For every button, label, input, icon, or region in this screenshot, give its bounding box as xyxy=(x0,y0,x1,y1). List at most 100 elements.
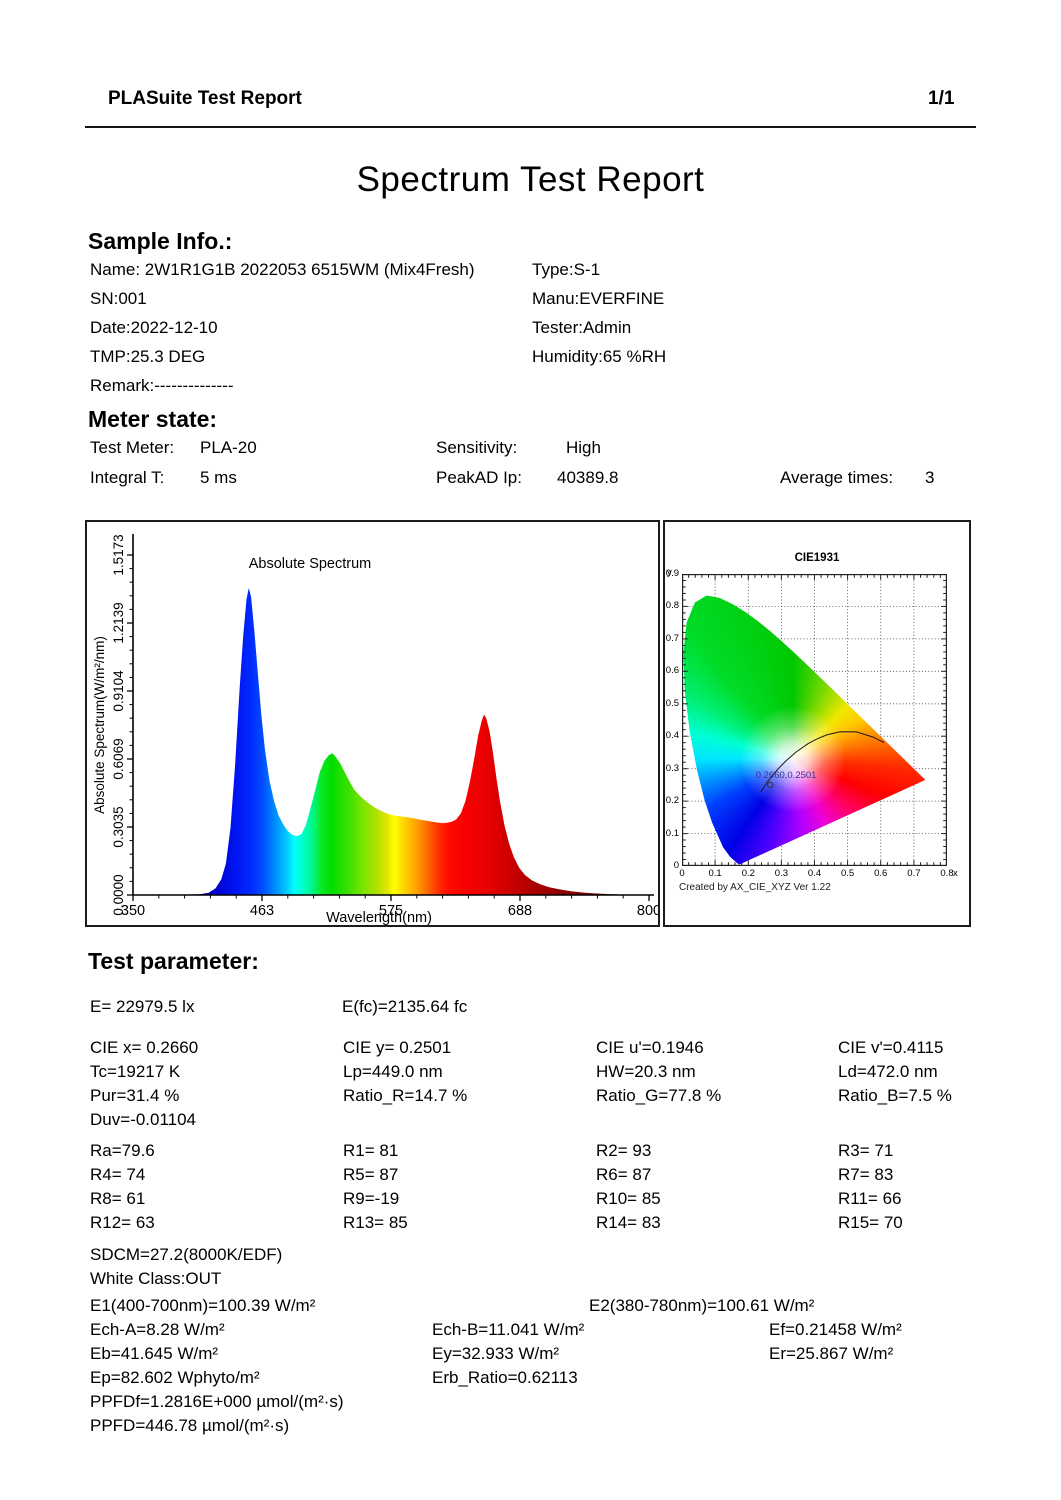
cie-y-tick: 0.9 xyxy=(665,568,679,579)
sample-remark: Remark:-------------- xyxy=(90,376,234,395)
cie-chart-title: CIE1931 xyxy=(794,552,840,564)
peakad-value: 40389.8 xyxy=(557,468,619,487)
param-cell: CIE y= 0.2501 xyxy=(343,1038,452,1057)
cie-x-tick: 0 xyxy=(679,868,685,879)
y-tick-label: 0.9104 xyxy=(111,670,126,712)
cie-y-tick: 0.2 xyxy=(665,795,679,807)
x-axis-title: Wavelength(nm) xyxy=(326,910,432,925)
param-cell: R12= 63 xyxy=(90,1213,155,1232)
param-cell: R9=-19 xyxy=(343,1189,400,1208)
cie-x-tick: 0.8 xyxy=(940,868,954,879)
cie-y-tick: 0.6 xyxy=(665,665,679,677)
test-meter-value: PLA-20 xyxy=(200,438,257,457)
header-title: PLASuite Test Report xyxy=(108,88,302,109)
cie-y-tick: 0.8 xyxy=(665,600,679,612)
x-tick-label: 350 xyxy=(121,903,145,919)
efc-value: E(fc)=2135.64 fc xyxy=(342,997,468,1016)
peakad-label: PeakAD Ip: xyxy=(436,468,522,487)
y-tick-label: 1.5173 xyxy=(111,534,126,575)
sample-humidity: Humidity:65 %RH xyxy=(532,347,667,366)
sample-tester: Tester:Admin xyxy=(532,318,632,337)
param-cell: R8= 61 xyxy=(90,1189,146,1208)
spectrum-plot: Absolute Spectrum 350 463 575 688 800 0.0000 0… xyxy=(92,534,661,926)
cie-x-tick: 0.5 xyxy=(840,868,855,879)
erb-ratio: Erb_Ratio=0.62113 xyxy=(432,1368,578,1387)
absolute-spectrum-chart: Absolute Spectrum 350 463 575 688 800 0.0000 0… xyxy=(85,520,661,927)
planckian-locus xyxy=(760,731,885,793)
y-tick-label: 0.0000 xyxy=(111,874,126,915)
cie-x-tick: 0.6 xyxy=(874,868,888,879)
spectrum-title: Absolute Spectrum xyxy=(249,556,372,572)
sample-name: Name: 2W1R1G1B 2022053 6515WM (Mix4Fresh… xyxy=(90,260,475,279)
e2-value: E2(380-780nm)=100.61 W/m² xyxy=(589,1296,815,1315)
average-times-value: 3 xyxy=(925,468,935,487)
cie1931-chart: CIE1931 0.2660,0.2501 y 0 0.1 0.2 0.3 0.4 0.5 0… xyxy=(663,520,971,927)
ppfd-value: PPFD=446.78 µmol/(m²·s) xyxy=(90,1416,290,1435)
param-cell: R6= 87 xyxy=(596,1165,652,1184)
param-cell: CIE x= 0.2660 xyxy=(90,1038,199,1057)
average-times-label: Average times: xyxy=(780,468,894,487)
param-cell: R13= 85 xyxy=(343,1213,408,1232)
param-cell: CIE u'=0.1946 xyxy=(596,1038,704,1057)
cie-y-tick: 0.1 xyxy=(665,827,679,839)
header-divider xyxy=(85,126,976,128)
sdcm-value: SDCM=27.2(8000K/EDF) xyxy=(90,1245,283,1264)
y-axis-title: Absolute Spectrum(W/m²/nm) xyxy=(92,636,107,814)
param-cell: Ratio_G=77.8 % xyxy=(596,1086,722,1105)
sample-tmp: TMP:25.3 DEG xyxy=(90,347,206,366)
x-tick-label: 800 xyxy=(637,903,658,919)
x-tick-label: 463 xyxy=(250,903,274,919)
x-tick-label: 575 xyxy=(379,903,403,919)
param-cell: R15= 70 xyxy=(838,1213,903,1232)
sample-type: Type:S-1 xyxy=(532,260,601,279)
test-meter-label: Test Meter: xyxy=(90,438,175,457)
cie-x-tick: 0.1 xyxy=(708,868,722,879)
ey-value: Ey=32.933 W/m² xyxy=(432,1344,560,1363)
document-title: Spectrum Test Report xyxy=(356,160,705,199)
param-cell: R10= 85 xyxy=(596,1189,661,1208)
sample-sn: SN:001 xyxy=(90,289,147,308)
integral-t-label: Integral T: xyxy=(90,468,165,487)
e-value: E= 22979.5 lx xyxy=(90,997,195,1016)
param-cell: Ra=79.6 xyxy=(90,1141,155,1160)
param-cell: HW=20.3 nm xyxy=(596,1062,696,1081)
cie-y-tick: 0 xyxy=(673,860,679,871)
chromaticity-point-marker xyxy=(767,781,774,788)
y-tick-label: 0.3035 xyxy=(111,806,126,847)
cie-x-tick: 0.4 xyxy=(807,868,822,879)
ppfdf-value: PPFDf=1.2816E+000 µmol/(m²·s) xyxy=(90,1392,344,1411)
param-cell: R4= 74 xyxy=(90,1165,146,1184)
y-tick-label: 0.6069 xyxy=(111,738,126,779)
param-cell: Duv=-0.01104 xyxy=(90,1110,197,1129)
integral-t-value: 5 ms xyxy=(200,468,237,487)
white-class-value: White Class:OUT xyxy=(90,1269,222,1288)
y-tick-label: 1.2139 xyxy=(111,602,126,643)
param-cell: R3= 71 xyxy=(838,1141,894,1160)
chromaticity-point-label: 0.2660,0.2501 xyxy=(756,770,817,781)
cie-y-tick: 0.5 xyxy=(665,697,679,709)
x-axis-letter: x xyxy=(953,868,958,879)
param-cell: Lp=449.0 nm xyxy=(343,1062,443,1081)
cie-y-tick: 0.3 xyxy=(665,762,679,774)
cie-credit: Created by AX_CIE_XYZ Ver 1.22 xyxy=(679,882,831,893)
meter-state-heading: Meter state: xyxy=(88,406,218,432)
param-cell: Ratio_B=7.5 % xyxy=(838,1086,952,1105)
param-cell: R1= 81 xyxy=(343,1141,399,1160)
ef-value: Ef=0.21458 W/m² xyxy=(769,1320,902,1339)
param-cell: Pur=31.4 % xyxy=(90,1086,180,1105)
param-cell: CIE v'=0.4115 xyxy=(838,1038,944,1057)
sample-date: Date:2022-12-10 xyxy=(90,318,218,337)
param-cell: R2= 93 xyxy=(596,1141,652,1160)
e1-value: E1(400-700nm)=100.39 W/m² xyxy=(90,1296,316,1315)
param-cell: Ld=472.0 nm xyxy=(838,1062,938,1081)
page-number: 1/1 xyxy=(928,88,955,109)
ech-a: Ech-A=8.28 W/m² xyxy=(90,1320,225,1339)
param-cell: Tc=19217 K xyxy=(90,1062,181,1081)
er-value: Er=25.867 W/m² xyxy=(769,1344,894,1363)
cie-y-tick: 0.4 xyxy=(665,730,679,742)
param-cell: R5= 87 xyxy=(343,1165,399,1184)
cie-x-tick: 0.3 xyxy=(774,868,788,879)
cie-plot-overlay: 0.2660,0.2501 xyxy=(682,574,947,866)
sensitivity-value: High xyxy=(566,438,601,457)
